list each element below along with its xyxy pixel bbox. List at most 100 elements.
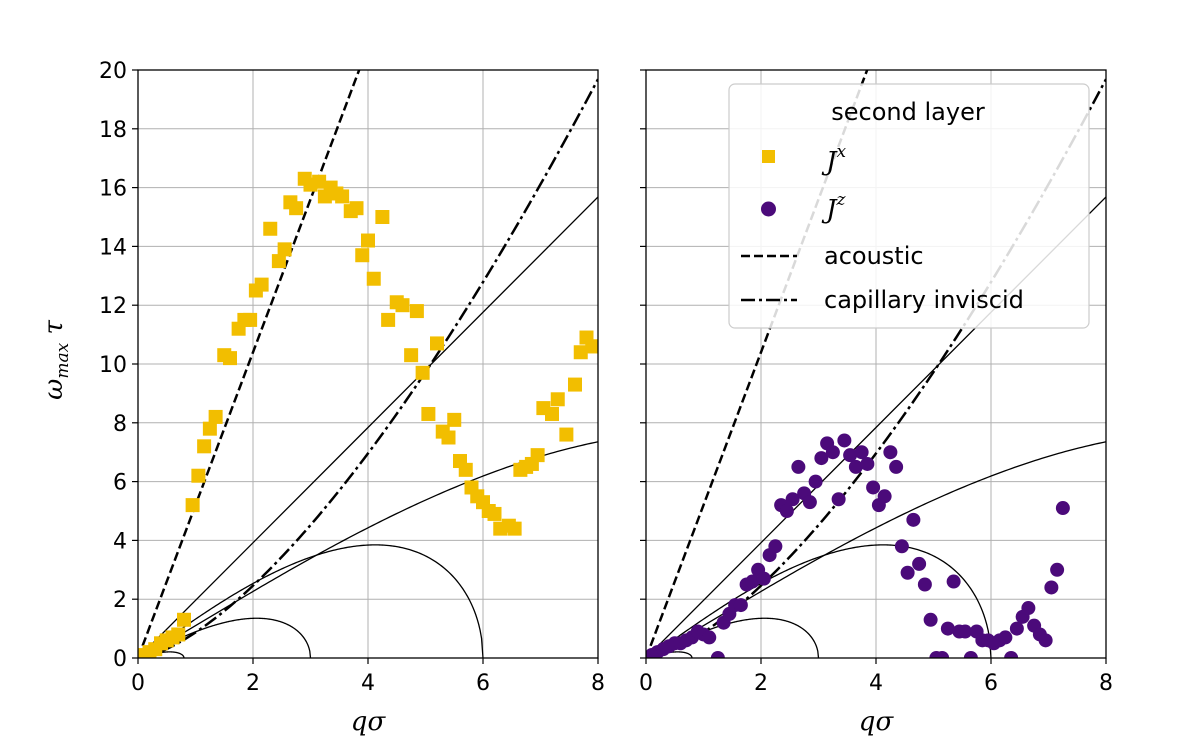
jz-marker <box>745 574 760 589</box>
y-tick-label: 2 <box>113 588 127 613</box>
jx-marker <box>404 348 419 363</box>
jz-marker <box>963 651 978 658</box>
y-tick-label: 20 <box>99 59 127 84</box>
jx-marker <box>208 409 223 424</box>
jx-marker <box>243 312 258 327</box>
data-markers <box>646 433 1070 658</box>
jz-marker <box>998 630 1013 645</box>
jz-marker <box>733 598 748 613</box>
x-tick-label: 6 <box>476 671 490 696</box>
x-tick-label: 6 <box>984 671 998 696</box>
legend-marker-jx <box>762 150 775 163</box>
legend-title: second layer <box>831 98 985 126</box>
jz-marker <box>860 456 875 471</box>
dispersion-curve <box>646 544 992 658</box>
jz-marker <box>1044 580 1059 595</box>
jz-marker <box>958 624 973 639</box>
jz-marker <box>785 492 800 507</box>
jx-marker <box>349 201 364 216</box>
jx-marker <box>487 506 502 521</box>
jz-marker <box>1004 651 1019 658</box>
y-tick-label: 8 <box>113 412 127 437</box>
jz-marker <box>831 492 846 507</box>
y-tick-label: 0 <box>113 647 127 672</box>
jx-marker <box>185 498 200 513</box>
dispersion-curve <box>138 441 598 658</box>
jx-marker <box>197 439 212 454</box>
jx-marker <box>335 189 350 204</box>
jz-marker <box>843 448 858 463</box>
jz-marker <box>912 556 927 571</box>
jz-marker <box>866 480 881 495</box>
jz-marker <box>710 651 725 658</box>
jx-marker <box>559 427 574 442</box>
jx-marker <box>545 406 559 421</box>
jz-marker <box>889 459 904 474</box>
jz-marker <box>946 574 961 589</box>
jz-marker <box>808 474 823 489</box>
y-tick-label: 18 <box>99 118 127 143</box>
jx-marker <box>415 365 430 380</box>
jx-marker <box>254 277 269 292</box>
jx-marker <box>361 233 375 248</box>
x-axis-label-right: qσ <box>859 707 895 737</box>
jz-marker <box>900 565 915 580</box>
jx-marker <box>191 468 206 483</box>
legend-label-jx: Jx <box>821 142 846 177</box>
jx-marker <box>507 521 522 536</box>
jz-marker <box>1038 633 1053 648</box>
jx-marker <box>381 312 396 327</box>
jz-marker <box>814 451 829 466</box>
dispersion-curve <box>138 196 598 658</box>
jx-marker <box>355 248 370 263</box>
x-tick-label: 2 <box>754 671 768 696</box>
dispersion-curve <box>138 544 484 658</box>
legend-label-capillary: capillary inviscid <box>824 286 1024 314</box>
jz-marker <box>848 459 863 474</box>
jz-marker <box>935 651 950 658</box>
jx-marker <box>366 271 381 286</box>
jx-marker <box>458 462 473 477</box>
jx-marker <box>289 201 304 216</box>
jx-marker <box>421 406 436 421</box>
jz-marker <box>825 445 840 460</box>
jz-marker <box>917 577 932 592</box>
x-tick-label: 8 <box>1099 671 1113 696</box>
jz-marker <box>802 495 817 510</box>
jz-marker <box>923 612 938 627</box>
x-tick-label: 0 <box>131 671 145 696</box>
jx-marker <box>263 221 278 236</box>
jx-marker <box>409 304 424 319</box>
reference-curves <box>138 70 598 658</box>
x-tick-label: 4 <box>361 671 375 696</box>
legend-marker-jz <box>761 201 776 217</box>
jx-marker <box>568 377 582 392</box>
jz-marker <box>1055 501 1070 516</box>
jz-marker <box>906 512 921 527</box>
x-tick-label: 0 <box>639 671 653 696</box>
jz-marker <box>940 621 955 636</box>
jx-marker <box>530 448 545 463</box>
jz-marker <box>1021 601 1036 616</box>
left-panel: 0 2 4 6 8 0 2 4 6 8 10 12 14 16 18 20 <box>99 59 605 696</box>
jx-marker <box>375 210 390 224</box>
x-tick-label: 4 <box>869 671 883 696</box>
x-tick-label: 2 <box>246 671 260 696</box>
jx-marker <box>441 430 456 445</box>
legend-frame <box>728 83 1090 329</box>
y-tick-label: 16 <box>99 177 127 202</box>
jx-marker <box>430 336 444 351</box>
jz-marker <box>756 571 771 586</box>
jz-marker <box>854 445 869 460</box>
y-tick-label: 4 <box>113 529 127 554</box>
capillary-curve <box>138 78 598 658</box>
jx-marker <box>312 174 327 189</box>
jx-marker <box>171 627 186 642</box>
y-tick-label: 10 <box>99 353 127 378</box>
x-tick-label: 8 <box>591 671 605 696</box>
jx-marker <box>550 392 565 407</box>
ticks: 0 2 4 6 8 <box>639 69 1113 696</box>
jx-marker <box>177 612 191 627</box>
y-tick-label: 6 <box>113 471 127 496</box>
